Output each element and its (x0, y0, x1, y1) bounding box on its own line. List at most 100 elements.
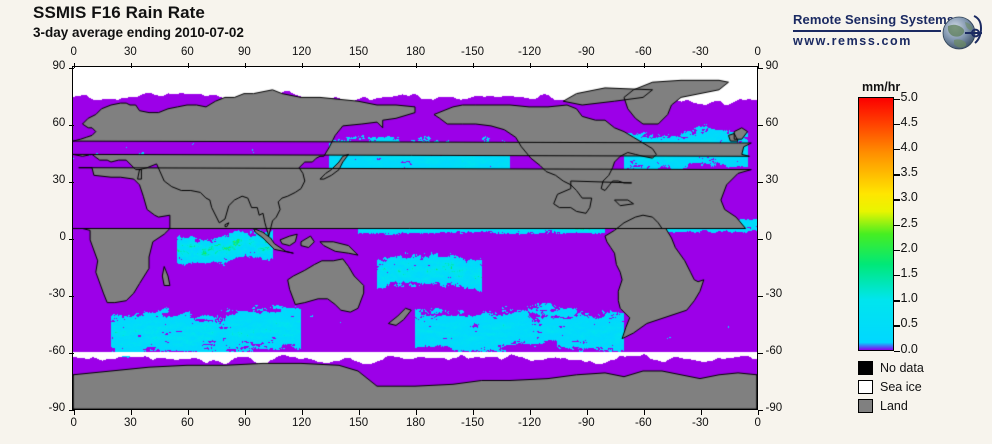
axis-tick (758, 125, 763, 126)
axis-tick-label: -150 (461, 417, 484, 429)
legend-swatch (858, 380, 873, 394)
axis-tick-label: -30 (766, 288, 783, 300)
axis-tick-label: 0 (60, 231, 66, 243)
colorbar-units-label: mm/hr (862, 80, 900, 94)
globe-icon (938, 10, 984, 56)
colorbar-tick-label: 5.0 (901, 90, 918, 104)
axis-tick (69, 182, 74, 183)
axis-tick-label: 90 (53, 60, 66, 72)
legend-swatch (858, 361, 873, 375)
axis-tick-label: -150 (461, 46, 484, 58)
colorbar-tick (894, 325, 900, 327)
axis-tick (302, 410, 303, 415)
rain-rate-map (72, 66, 758, 410)
axis-tick-label: 0 (755, 417, 761, 429)
remss-logo: Remote Sensing Systems www.remss.com (793, 10, 983, 56)
axis-tick (473, 63, 474, 68)
colorbar-tick-label: 2.5 (901, 216, 918, 230)
colorbar-tick (894, 199, 900, 201)
axis-tick-label: -120 (518, 417, 541, 429)
colorbar-tick-label: 1.0 (901, 291, 918, 305)
axis-tick (74, 410, 75, 415)
axis-tick-label: 0 (71, 417, 77, 429)
axis-tick-label: -120 (518, 46, 541, 58)
axis-tick-label: -30 (692, 46, 709, 58)
axis-tick (131, 410, 132, 415)
colorbar-tick-label: 0.0 (901, 342, 918, 356)
axis-tick (758, 68, 763, 69)
axis-tick-label: 0 (71, 46, 77, 58)
axis-tick-label: -90 (49, 402, 66, 414)
axis-tick (701, 410, 702, 415)
mask-legend: No data Sea ice Land (858, 358, 924, 415)
axis-tick (644, 63, 645, 68)
colorbar-tick (894, 351, 900, 353)
axis-tick-label: -60 (49, 345, 66, 357)
axis-tick (758, 239, 763, 240)
axis-tick-label: 150 (349, 46, 368, 58)
axis-tick-label: 30 (766, 174, 779, 186)
axis-tick-label: 30 (53, 174, 66, 186)
colorbar-tick (894, 174, 900, 176)
axis-tick (74, 63, 75, 68)
axis-tick (245, 410, 246, 415)
legend-label: Sea ice (880, 380, 922, 394)
axis-tick (69, 296, 74, 297)
colorbar (858, 97, 894, 351)
axis-tick-label: 0 (766, 231, 772, 243)
axis-tick (188, 410, 189, 415)
colorbar-tick (894, 124, 900, 126)
legend-label: Land (880, 399, 908, 413)
page-subtitle: 3-day average ending 2010-07-02 (33, 25, 244, 40)
axis-tick-label: -90 (578, 417, 595, 429)
axis-tick-label: 30 (124, 46, 137, 58)
axis-tick (245, 63, 246, 68)
legend-item: Land (858, 396, 924, 415)
logo-organization-name: Remote Sensing Systems (793, 12, 954, 27)
axis-tick (587, 63, 588, 68)
axis-tick (416, 63, 417, 68)
colorbar-tick (894, 300, 900, 302)
colorbar-tick-label: 3.0 (901, 190, 918, 204)
axis-tick (530, 63, 531, 68)
colorbar-tick (894, 250, 900, 252)
axis-tick (416, 410, 417, 415)
axis-tick-label: -90 (578, 46, 595, 58)
axis-tick-label: -30 (49, 288, 66, 300)
logo-divider (793, 30, 941, 32)
axis-tick (188, 63, 189, 68)
axis-tick (69, 353, 74, 354)
axis-tick (69, 68, 74, 69)
legend-item: No data (858, 358, 924, 377)
axis-tick-label: 150 (349, 417, 368, 429)
colorbar-tick (894, 149, 900, 151)
legend-label: No data (880, 361, 924, 375)
axis-tick (69, 239, 74, 240)
colorbar-gradient (859, 98, 893, 350)
colorbar-tick-label: 4.5 (901, 115, 918, 129)
axis-tick (69, 410, 74, 411)
axis-tick (644, 410, 645, 415)
page-title: SSMIS F16 Rain Rate (33, 3, 205, 23)
logo-website-url: www.remss.com (793, 34, 912, 48)
axis-tick-label: 180 (406, 46, 425, 58)
axis-tick (758, 410, 763, 411)
legend-swatch (858, 399, 873, 413)
axis-tick-label: 60 (181, 46, 194, 58)
axis-tick (530, 410, 531, 415)
axis-tick-label: 90 (766, 60, 779, 72)
axis-tick-label: 60 (766, 117, 779, 129)
colorbar-tick (894, 275, 900, 277)
axis-tick (359, 63, 360, 68)
axis-tick (758, 296, 763, 297)
legend-item: Sea ice (858, 377, 924, 396)
axis-tick-label: 120 (292, 46, 311, 58)
axis-tick-label: 0 (755, 46, 761, 58)
axis-tick-label: -60 (635, 46, 652, 58)
axis-tick-label: 90 (238, 417, 251, 429)
map-canvas (73, 67, 757, 409)
axis-tick (69, 125, 74, 126)
axis-tick (302, 63, 303, 68)
colorbar-tick-label: 3.5 (901, 165, 918, 179)
axis-tick-label: 120 (292, 417, 311, 429)
